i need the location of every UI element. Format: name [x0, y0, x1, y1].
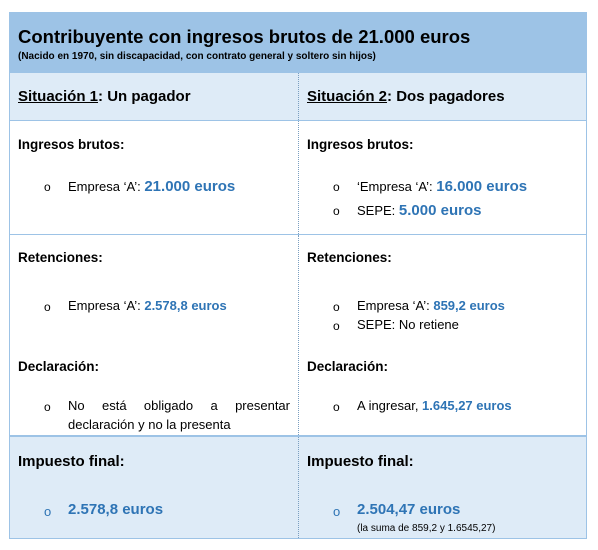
- situation-1-heading: Situación 1: Un pagador: [18, 88, 191, 105]
- retenciones-item-label: Empresa ‘A’:: [68, 298, 145, 313]
- bullet-icon: o: [333, 204, 340, 218]
- ingresos-item-value: 16.000 euros: [436, 178, 528, 195]
- retenciones-item: Empresa ‘A’: 859,2 euros: [357, 298, 505, 313]
- retenciones-item-label: SEPE: No retiene: [357, 317, 459, 332]
- declaracion-line-1: No está obligado a presentar: [68, 398, 290, 413]
- impuesto-final-row: Impuesto final: o 2.578,8 euros Impuesto…: [10, 435, 586, 538]
- ingresos-item-label: ‘Empresa ‘A’:: [357, 179, 437, 194]
- situation-2-heading: Situación 2: Dos pagadores: [307, 88, 505, 105]
- ingresos-label: Ingresos brutos:: [307, 137, 414, 152]
- situation-2-ingresos-cell: Ingresos brutos: o ‘Empresa ‘A’: 16.000 …: [299, 121, 586, 234]
- retenciones-label: Retenciones:: [18, 250, 103, 265]
- ingresos-item: Empresa ‘A’: 21.000 euros: [68, 178, 235, 195]
- ingresos-row: Ingresos brutos: o Empresa ‘A’: 21.000 e…: [10, 121, 586, 235]
- retenciones-declaracion-row: Retenciones: o Empresa ‘A’: 2.578,8 euro…: [10, 235, 586, 435]
- bullet-icon: o: [333, 180, 340, 194]
- situation-1-heading-prefix: Situación 1: [18, 88, 99, 105]
- ingresos-item-value: 5.000 euros: [398, 202, 482, 219]
- retenciones-item: Empresa ‘A’: 2.578,8 euros: [68, 298, 227, 313]
- retenciones-item-label: Empresa ‘A’:: [357, 298, 434, 313]
- ingresos-label: Ingresos brutos:: [18, 137, 125, 152]
- declaracion-label: Declaración:: [18, 359, 100, 374]
- table-subtitle: (Nacido en 1970, sin discapacidad, con c…: [18, 51, 376, 62]
- impuesto-note: (la suma de 859,2 y 1.6545,27): [357, 523, 496, 534]
- situation-1-retenciones-cell: Retenciones: o Empresa ‘A’: 2.578,8 euro…: [10, 235, 299, 435]
- impuesto-label: Impuesto final:: [18, 453, 125, 470]
- ingresos-item: SEPE: 5.000 euros: [357, 202, 481, 219]
- retenciones-label: Retenciones:: [307, 250, 392, 265]
- situation-1-heading-cell: Situación 1: Un pagador: [10, 73, 299, 120]
- situation-2-impuesto-cell: Impuesto final: o 2.504,47 euros (la sum…: [299, 437, 586, 538]
- declaracion-line-2: declaración y no la presenta: [68, 417, 231, 432]
- situation-1-heading-rest: : Un pagador: [98, 88, 191, 105]
- ingresos-item-label: Empresa ‘A’:: [68, 179, 145, 194]
- bullet-icon: o: [44, 400, 51, 414]
- bullet-icon: o: [44, 300, 51, 314]
- bullet-icon: o: [333, 504, 341, 519]
- situation-1-impuesto-cell: Impuesto final: o 2.578,8 euros: [10, 437, 299, 538]
- situation-2-heading-rest: : Dos pagadores: [387, 88, 505, 105]
- declaracion-line-value: 1.645,27 euros: [422, 398, 512, 413]
- retenciones-item-value: 859,2 euros: [433, 298, 505, 313]
- situation-heading-row: Situación 1: Un pagador Situación 2: Dos…: [10, 73, 586, 121]
- retenciones-item-value: 2.578,8 euros: [144, 298, 227, 313]
- bullet-icon: o: [44, 504, 52, 519]
- impuesto-value: 2.504,47 euros: [357, 501, 461, 518]
- ingresos-item-label: SEPE:: [357, 203, 399, 218]
- impuesto-label: Impuesto final:: [307, 453, 414, 470]
- situation-2-retenciones-cell: Retenciones: o Empresa ‘A’: 859,2 euros …: [299, 235, 586, 435]
- situation-2-heading-cell: Situación 2: Dos pagadores: [299, 73, 586, 120]
- ingresos-item-value: 21.000 euros: [144, 178, 236, 195]
- bullet-icon: o: [333, 300, 340, 314]
- declaracion-label: Declaración:: [307, 359, 389, 374]
- situation-2-heading-prefix: Situación 2: [307, 88, 388, 105]
- bullet-icon: o: [44, 180, 51, 194]
- declaracion-line-1: A ingresar, 1.645,27 euros: [357, 398, 512, 413]
- declaracion-line-label: A ingresar,: [357, 398, 423, 413]
- retenciones-item: SEPE: No retiene: [357, 317, 459, 332]
- comparison-table: Contribuyente con ingresos brutos de 21.…: [9, 12, 587, 539]
- table-title: Contribuyente con ingresos brutos de 21.…: [18, 26, 471, 47]
- bullet-icon: o: [333, 400, 340, 414]
- situation-1-ingresos-cell: Ingresos brutos: o Empresa ‘A’: 21.000 e…: [10, 121, 299, 234]
- bullet-icon: o: [333, 319, 340, 333]
- title-row: Contribuyente con ingresos brutos de 21.…: [10, 13, 586, 73]
- impuesto-value: 2.578,8 euros: [68, 501, 164, 518]
- ingresos-item: ‘Empresa ‘A’: 16.000 euros: [357, 178, 527, 195]
